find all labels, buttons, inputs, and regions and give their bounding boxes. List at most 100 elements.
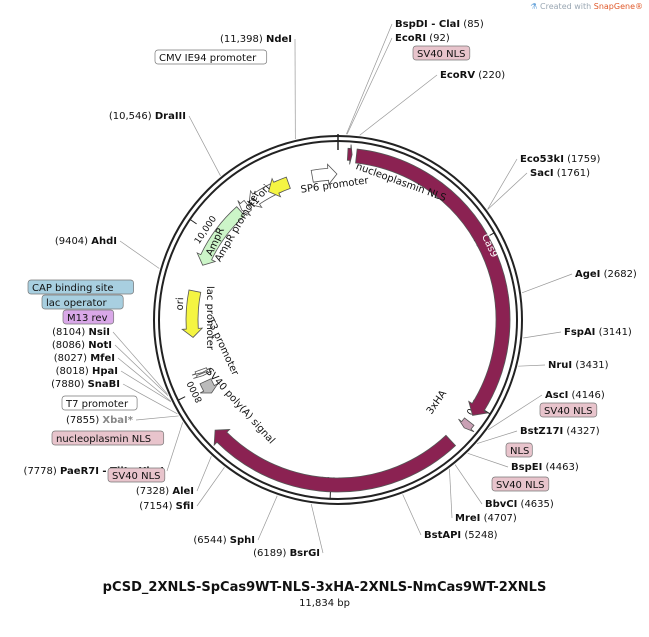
site-label: BspEI (4463) — [511, 462, 579, 473]
site-leader — [346, 23, 393, 135]
site-label: (7880) SnaBI — [51, 379, 120, 390]
site-enzyme: AhdI — [91, 236, 117, 247]
site-label: (8018) HpaI — [56, 366, 118, 377]
site-position: (10,546) — [109, 111, 155, 122]
site-position: (1761) — [554, 168, 591, 179]
site-enzyme: XbaI* — [102, 415, 133, 426]
site-label: (8086) NotI — [52, 340, 112, 351]
site-leader — [454, 464, 483, 505]
box-cap — [27, 279, 134, 295]
site-enzyme: EcoRI — [395, 33, 426, 44]
site-leader — [359, 74, 438, 136]
feature-arc-sp6-promoter — [310, 163, 338, 186]
tick-mark — [177, 396, 186, 401]
feature-label: SV40 poly(A) signal — [203, 366, 277, 446]
box-label: nucleoplasmin NLS — [56, 434, 151, 445]
box-nls — [505, 442, 533, 458]
site-position: (4327) — [563, 426, 600, 437]
site-label: MreI (4707) — [455, 513, 517, 524]
site-label: (7855) XbaI* — [66, 415, 134, 426]
feature-label: lac promoter — [204, 286, 215, 351]
site-position: (7880) — [51, 379, 87, 390]
plasmid-name: pCSD_2XNLS-SpCas9WT-NLS-3xHA-2XNLS-NmCas… — [102, 580, 547, 595]
site-label: (7154) SfiI — [139, 501, 194, 512]
box-cap — [41, 294, 124, 310]
site-position: (220) — [475, 70, 505, 81]
feature-arc-f1-ori-body — [268, 176, 291, 198]
site-enzyme: NotI — [88, 340, 112, 351]
site-position: (8018) — [56, 366, 92, 377]
feature-label: NmCas9 — [306, 457, 348, 468]
box-label: SV40 NLS — [112, 471, 161, 482]
site-enzyme: SfiI — [176, 501, 194, 512]
site-label: (6189) BsrGI — [253, 548, 320, 559]
box-nls — [51, 430, 165, 446]
site-position: (92) — [426, 33, 450, 44]
site-leader — [310, 503, 324, 554]
site-enzyme: AleI — [172, 486, 194, 497]
site-leader — [120, 370, 172, 403]
box-label: lac operator — [46, 298, 107, 309]
site-label: (8027) MfeI — [54, 353, 115, 364]
site-label: (10,546) DraIII — [109, 111, 186, 122]
box-label: SV40 NLS — [496, 480, 545, 491]
site-label: (6544) SphI — [193, 535, 255, 546]
box-label: CMV IE94 promoter — [159, 53, 257, 64]
site-label: (8104) NsiI — [52, 327, 110, 338]
site-position: (3431) — [572, 360, 609, 371]
box-label: CAP binding site — [32, 283, 114, 294]
feature-arc-ampr-promoter — [237, 199, 253, 217]
site-position: (4707) — [480, 513, 517, 524]
site-leader — [196, 456, 212, 492]
watermark-prefix: Created with — [540, 2, 594, 11]
site-label: AgeI (2682) — [575, 269, 637, 280]
site-leader — [521, 273, 573, 294]
site-label: BstAPI (5248) — [424, 530, 498, 541]
site-position: (7154) — [139, 501, 175, 512]
site-leader — [188, 115, 221, 176]
site-label: FspAI (3141) — [564, 327, 632, 338]
site-position: (11,398) — [220, 34, 266, 45]
site-enzyme: NruI — [548, 360, 572, 371]
site-enzyme: BspDI - ClaI — [395, 19, 460, 30]
site-label: EcoRI (92) — [395, 33, 450, 44]
site-leader — [449, 468, 453, 519]
site-position: (1759) — [564, 154, 601, 165]
site-leader — [112, 331, 168, 395]
snapgene-icon: ⚗ — [530, 2, 538, 11]
site-position: (3141) — [595, 327, 632, 338]
feature-arc-nucleoplasmin-nls — [346, 144, 353, 165]
site-enzyme: SnaBI — [88, 379, 120, 390]
site-label: (7328) AleI — [136, 486, 194, 497]
site-label: (9404) AhdI — [55, 236, 117, 247]
feature-label: ori — [175, 297, 186, 310]
feature-label: SP6 promoter — [300, 175, 370, 196]
site-position: (6544) — [193, 535, 229, 546]
site-leader — [402, 494, 422, 536]
site-label: SacI (1761) — [530, 168, 590, 179]
box-label: NLS — [510, 446, 529, 457]
site-leader — [196, 467, 225, 507]
site-enzyme: NsiI — [89, 327, 110, 338]
box-label: M13 rev — [67, 313, 108, 324]
site-leader — [122, 383, 178, 415]
box-nls — [491, 476, 550, 492]
site-label: BspDI - ClaI (85) — [395, 19, 484, 30]
site-enzyme: BstZ17I — [520, 426, 563, 437]
feature-arc-sv40-poly-a-signal — [199, 378, 219, 394]
site-leader — [488, 394, 543, 430]
site-position: (7328) — [136, 486, 172, 497]
site-label: Eco53kI (1759) — [520, 154, 600, 165]
site-enzyme: HpaI — [92, 366, 118, 377]
site-enzyme: BstAPI — [424, 530, 461, 541]
box-nls — [107, 467, 166, 483]
site-enzyme: BsrGI — [290, 548, 320, 559]
site-enzyme: AscI — [545, 390, 568, 401]
site-leader — [467, 452, 509, 468]
site-position: (85) — [460, 19, 484, 30]
site-enzyme: SphI — [230, 535, 255, 546]
snapgene-watermark: ⚗ Created with SnapGene® — [530, 2, 643, 11]
watermark-brand: SnapGene® — [593, 2, 643, 11]
site-position: (7855) — [66, 415, 102, 426]
site-leader — [135, 415, 179, 421]
